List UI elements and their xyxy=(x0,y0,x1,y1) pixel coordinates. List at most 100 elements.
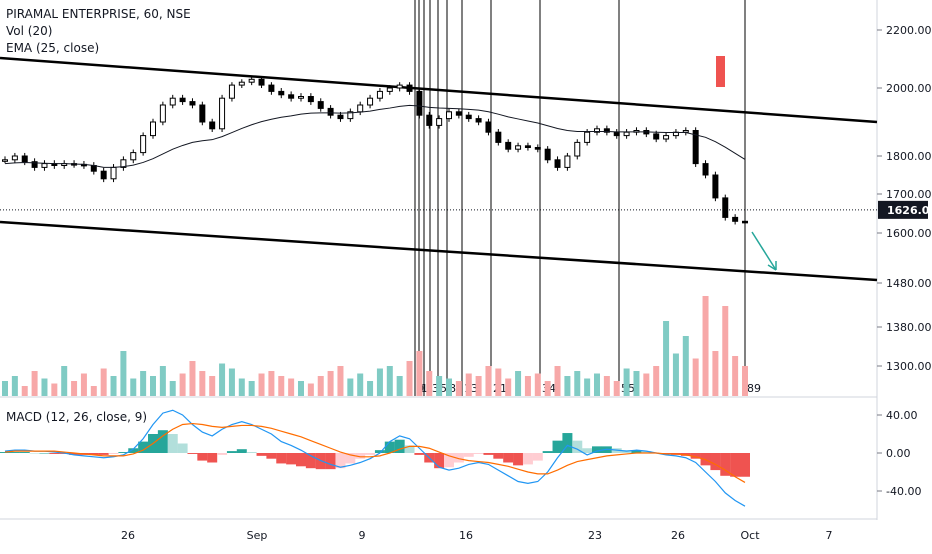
volume-bar xyxy=(140,371,147,396)
volume-bar xyxy=(21,386,28,396)
volume-bar xyxy=(219,363,226,396)
last-price-badge xyxy=(878,200,928,219)
volume-bar xyxy=(150,376,156,396)
volume-bar xyxy=(682,336,689,396)
volume-bar xyxy=(623,368,630,396)
candle-body xyxy=(100,170,107,180)
macd-histogram-bar xyxy=(414,453,425,455)
time-tick-label: 9 xyxy=(359,529,366,542)
price-tick-label: 1600.00 xyxy=(886,227,932,240)
volume-bar xyxy=(544,381,551,396)
macd-histogram-bar xyxy=(483,453,494,455)
volume-bar xyxy=(584,378,591,396)
volume-bar xyxy=(603,376,610,396)
candle-body xyxy=(199,104,206,123)
time-tick-label: Oct xyxy=(740,529,760,542)
candle-body xyxy=(219,97,226,130)
macd-histogram-bar xyxy=(473,453,484,454)
macd-histogram-bar xyxy=(434,453,445,469)
candle-body xyxy=(544,148,551,161)
macd-histogram-bar xyxy=(0,452,10,453)
volume-bar xyxy=(653,366,660,396)
time-tick-label: 26 xyxy=(121,529,135,542)
candle-body xyxy=(2,159,8,162)
volume-bar xyxy=(327,371,334,396)
macd-histogram-bar xyxy=(365,453,376,455)
signal-line xyxy=(4,422,746,483)
macd-histogram-bar xyxy=(444,453,454,468)
macd-histogram-bar xyxy=(286,453,297,465)
macd-histogram-bar xyxy=(710,453,721,471)
volume-bar xyxy=(515,371,522,396)
candle-body xyxy=(258,78,265,86)
volume-bar xyxy=(367,381,374,396)
candle-body xyxy=(416,90,423,116)
volume-bar xyxy=(31,371,38,396)
volume-bar xyxy=(712,351,719,396)
fib-time-label: 8 xyxy=(449,382,456,395)
volume-bar xyxy=(702,296,709,396)
candle-body xyxy=(159,104,166,123)
macd-histogram-bar xyxy=(108,453,119,454)
volume-bar xyxy=(564,376,571,396)
macd-histogram-bar xyxy=(296,453,306,467)
volume-bar xyxy=(436,376,443,396)
volume-bar xyxy=(633,371,640,396)
macd-histogram-bar xyxy=(641,451,652,453)
macd-histogram-bar xyxy=(493,453,504,459)
candle-body xyxy=(564,155,571,168)
candle-body xyxy=(465,114,472,120)
volume-bar xyxy=(51,383,58,396)
macd-histogram-bar xyxy=(187,453,198,454)
candle-body xyxy=(485,121,492,133)
macd-histogram-bar xyxy=(305,453,316,469)
candle-body xyxy=(268,84,275,92)
candle-body xyxy=(150,121,156,137)
macd-histogram-bar xyxy=(345,453,356,464)
fib-time-label: 89 xyxy=(747,382,761,395)
macd-tick-label: -40.00 xyxy=(886,485,921,498)
macd-histogram-bar xyxy=(177,443,188,453)
macd-legend-label: MACD (12, 26, close, 9) xyxy=(6,410,148,424)
macd-histogram-bar xyxy=(572,440,583,453)
candle-body xyxy=(298,96,304,99)
candle-body xyxy=(682,130,689,133)
time-tick-label: 16 xyxy=(459,529,473,542)
volume-bar xyxy=(613,381,620,396)
candle-body xyxy=(140,135,147,154)
projection-arrowhead xyxy=(767,261,777,271)
macd-histogram-bar xyxy=(157,430,168,453)
volume-bar xyxy=(268,371,275,396)
macd-histogram-bar xyxy=(552,440,563,453)
candle-body xyxy=(515,145,522,150)
volume-bar xyxy=(376,368,383,396)
last-price-label: 1626.00 xyxy=(887,204,932,217)
macd-histogram-bar xyxy=(394,439,405,453)
candle-body xyxy=(110,166,117,180)
macd-histogram-bar xyxy=(128,448,139,453)
volume-bar xyxy=(71,381,78,396)
macd-histogram-bar xyxy=(69,453,80,455)
volume-bar xyxy=(2,381,8,396)
volume-bar xyxy=(446,378,452,396)
macd-histogram-bar xyxy=(384,441,395,453)
price-tick-label: 1700.00 xyxy=(886,188,932,201)
macd-histogram-bar xyxy=(355,453,366,459)
volume-bar xyxy=(159,366,166,396)
macd-histogram-bar xyxy=(276,453,287,464)
volume-legend: Vol (20) xyxy=(6,24,53,38)
volume-bar xyxy=(337,366,344,396)
macd-histogram-bar xyxy=(9,452,20,453)
candle-body xyxy=(702,163,709,176)
macd-histogram-bar xyxy=(236,449,247,453)
macd-histogram-bar xyxy=(335,453,346,469)
volume-bar xyxy=(110,376,117,396)
candle-body xyxy=(653,133,660,140)
macd-histogram-bar xyxy=(503,453,514,463)
candle-body xyxy=(367,97,374,106)
candle-body xyxy=(169,97,176,106)
volume-bar xyxy=(426,371,433,396)
volume-bar xyxy=(554,366,561,396)
macd-pane xyxy=(0,409,750,507)
volume-bar xyxy=(120,351,127,396)
